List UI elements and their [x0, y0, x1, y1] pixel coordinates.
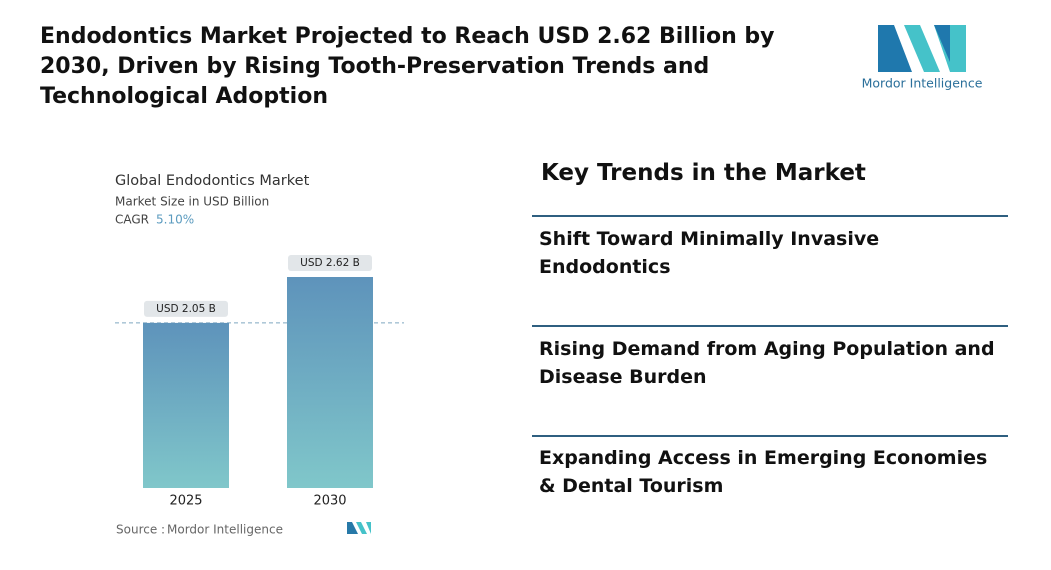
source-label: Source :	[116, 523, 165, 537]
divider	[532, 215, 1008, 217]
value-label: USD 2.05 B	[156, 303, 216, 315]
trend-item: Rising Demand from Aging Population and …	[539, 338, 995, 388]
cagr-value: 5.10%	[156, 213, 194, 227]
logo	[878, 25, 966, 72]
trend-item: Shift Toward Minimally Invasive Endodont…	[539, 228, 880, 278]
small-logo	[347, 522, 371, 534]
divider	[532, 435, 1008, 437]
chart-subtitle: Market Size in USD Billion	[115, 195, 269, 209]
divider	[532, 325, 1008, 327]
logo-text: Mordor Intelligence	[862, 76, 983, 91]
x-tick-label: 2025	[169, 494, 202, 509]
trend-item: Expanding Access in Emerging Economies &…	[539, 447, 988, 497]
x-tick-label: 2030	[313, 494, 346, 509]
chart-title: Global Endodontics Market	[115, 173, 310, 189]
value-label: USD 2.62 B	[300, 257, 360, 269]
trends-title: Key Trends in the Market	[541, 160, 866, 186]
value-label-box	[144, 300, 228, 317]
headline: Endodontics Market Projected to Reach US…	[40, 24, 775, 109]
bar	[143, 322, 229, 488]
bar	[287, 277, 373, 488]
cagr-label: CAGR	[115, 213, 149, 227]
source: Mordor Intelligence	[167, 523, 283, 537]
value-label-box	[288, 255, 372, 271]
